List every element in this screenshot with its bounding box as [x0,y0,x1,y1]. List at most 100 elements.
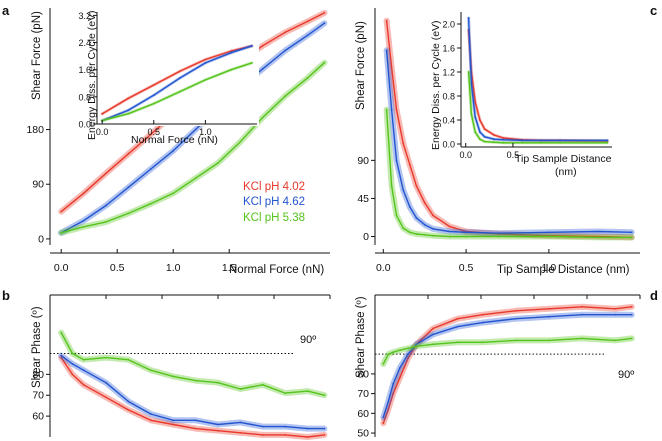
plot-a-inset: 0.0 0.8 1.6 2.4 3.2 0.0 0.5 1.0 [78,10,259,137]
d-ytick-label: 50 [357,428,369,440]
a-inset-point-ph462 [250,45,253,47]
b-point-ph538 [149,369,152,372]
b-point-ph402 [261,434,264,436]
c-series-line-ph462 [385,50,632,234]
c-inset-point-ph462 [540,139,543,142]
b-point-ph462 [71,363,74,365]
c-series-line-ph538 [385,109,632,239]
a-inset-point-ph402 [178,70,181,73]
b-series-band-ph538 [58,329,328,399]
c-point-ph462 [408,206,411,208]
a-inset-ytick-label: 0.0 [78,120,91,130]
d-point-ph402 [432,327,434,330]
c-ylabel: Shear Force (pN) [355,21,367,110]
a-inset-xtick-label: 1.0 [199,127,212,137]
c-point-ph402 [390,66,393,69]
d-point-ph402 [398,376,401,379]
b-point-ph402 [149,419,152,422]
d-point-ph538 [415,345,418,348]
a-point-ph538 [149,202,152,205]
a-inset-point-ph538 [178,90,181,93]
b-series-line-ph538 [60,332,325,396]
c-ytick-label: 90 [357,155,369,167]
b-point-ph462 [172,419,175,422]
d-ytick-label: 70 [357,388,369,400]
b-point-ph402 [105,396,107,399]
d-point-ph462 [392,382,395,385]
a-inset-point-ph402 [230,50,233,52]
c-point-ph462 [402,189,405,191]
b-point-ph538 [82,358,85,361]
c-inset-point-ph402 [483,128,486,130]
b-point-ph462 [261,425,264,428]
c-inset-point-ph538 [470,113,473,115]
c-inset-xlabel-line1: Tip Sample Distance [515,153,612,165]
c-point-ph462 [415,217,418,219]
a-xtick-label: 0.0 [54,262,69,274]
c-point-ph538 [498,235,501,238]
plot-c-inset: 0.0 0.4 0.8 1.2 1.6 2.0 0.0 0.5 [442,10,614,160]
c-point-ph402 [432,214,434,217]
c-point-ph538 [395,214,398,217]
plot-b: 60 70 80 [32,294,331,440]
b-point-ph462 [149,413,152,415]
b-point-ph462 [239,421,242,424]
d-point-ph402 [382,422,385,425]
d-point-ph462 [456,325,459,328]
a-point-ph462 [149,168,152,170]
c-inset-ytick-label: 1.2 [442,68,455,78]
plot-d: 50 60 70 80 [357,294,641,440]
a-point-ph402 [105,172,107,175]
a-inset-ytick-label: 2.4 [78,38,91,48]
c-inset-point-ph402 [474,101,477,103]
a-inset-point-ph462 [204,62,207,64]
a-inset-point-ph462 [127,109,129,112]
c-inset-xtick-label: 0.5 [507,150,520,160]
a-point-ph462 [284,49,287,52]
c-inset-point-ph462 [493,138,495,141]
b-point-ph402 [127,409,130,411]
b-ylabel: Shear Phase (º) [31,306,43,388]
b-point-ph402 [284,434,287,436]
c-inset-point-ph538 [606,141,609,144]
c-inset-point-ph462 [474,116,477,118]
d-point-ph402 [392,392,395,395]
c-point-ph538 [385,108,388,111]
d-point-ph402 [387,408,390,411]
c-point-ph538 [597,236,600,239]
a-xlabel: Normal Force (nN) [229,264,324,276]
c-inset-ytick-label: 2.0 [442,20,455,30]
b-point-ph462 [82,369,85,372]
a-inset-ytick-label: 3.2 [78,11,91,21]
d-series-line-ph462 [382,314,632,418]
d-point-ph462 [382,416,385,419]
b-point-ph402 [82,383,85,386]
c-inset-ytick-label: 0.0 [442,140,455,150]
b-point-ph462 [284,425,287,428]
b-point-ph538 [60,331,63,334]
d-point-ph402 [456,317,459,320]
d-ytick-label: 80 [357,368,369,380]
d-point-ph402 [407,357,409,359]
a-ytick-label: 0 [38,233,44,245]
c-point-ph538 [432,234,434,237]
c-inset-ylabel: Energy Diss. per Cycle (eV) [430,20,442,150]
d-point-ph538 [398,349,401,352]
d-point-ph538 [614,339,617,342]
b-point-ph462 [194,419,197,422]
d-point-ph462 [548,315,550,318]
d-point-ph538 [432,343,434,346]
c-point-ph538 [408,231,411,234]
c-inset-point-ph402 [479,119,481,121]
a-inset-point-ph402 [127,97,129,100]
b-point-ph538 [172,375,175,378]
d-point-ph538 [382,363,385,365]
d-point-ph462 [387,400,390,403]
a-point-ph538 [105,221,107,223]
c-inset-ytick-label: 1.6 [442,44,455,54]
d-point-ph402 [548,307,550,310]
a-point-ph462 [306,34,309,37]
c-point-ph402 [385,19,388,22]
plot-c: 0 45 90 0.0 0.5 1.0 [357,8,640,274]
